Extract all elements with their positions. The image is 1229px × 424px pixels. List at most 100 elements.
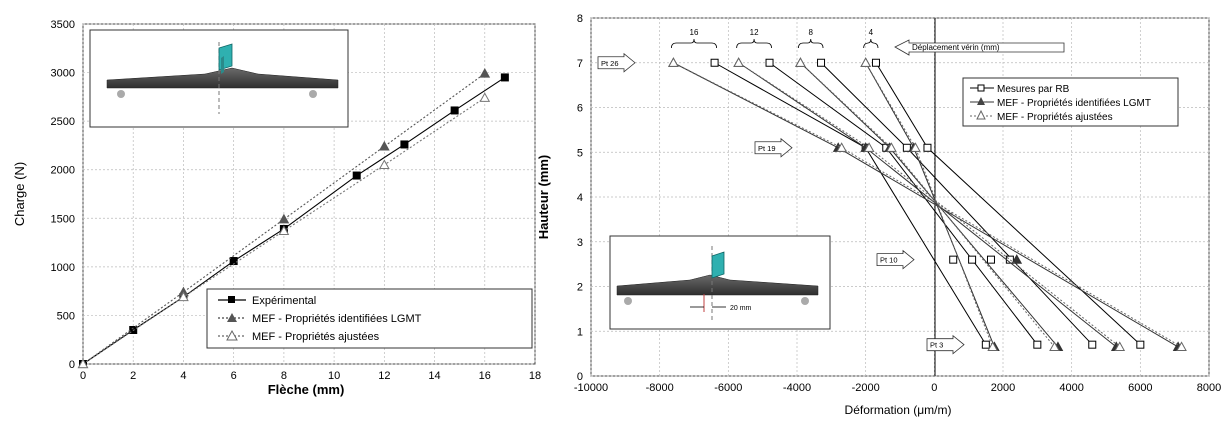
left-y-tick-label: 3500 xyxy=(51,19,75,31)
left-y-tick-label: 2500 xyxy=(51,116,75,128)
left-series-line-1 xyxy=(82,73,486,365)
left-x-tick-label: 16 xyxy=(479,370,491,382)
displacement-brace xyxy=(671,38,717,49)
position-callout-label: Pt 10 xyxy=(880,256,898,265)
right-y-axis-label: Hauteur (mm) xyxy=(536,155,551,240)
left-x-tick-label: 14 xyxy=(428,370,440,382)
right-y-tick-label: 3 xyxy=(577,237,583,249)
left-x-tick-label: 12 xyxy=(378,370,390,382)
right-series-0-extra-point xyxy=(968,255,977,264)
right-y-tick-label: 8 xyxy=(577,13,583,25)
right-legend: Mesures par RB MEF - Propriétés identifi… xyxy=(962,77,1179,127)
left-series-0-point xyxy=(352,171,361,180)
left-series-1-point xyxy=(278,213,290,224)
right-series-0-point xyxy=(817,58,826,67)
inset-distance-label: 20 mm xyxy=(730,305,752,312)
left-x-tick-label: 18 xyxy=(529,370,541,382)
left-series-0-point xyxy=(500,73,509,82)
left-y-tick-label: 500 xyxy=(57,310,75,322)
right-legend-filled-triangle-marker xyxy=(977,97,985,105)
right-plate-icon xyxy=(616,274,819,296)
displacement-value: 16 xyxy=(690,28,699,37)
displacement-value: 8 xyxy=(809,28,814,37)
displacement-callout: Déplacement vérin (mm) xyxy=(894,39,1065,56)
right-series-0-point xyxy=(710,58,719,67)
right-series-1-extra-point xyxy=(1011,254,1023,264)
right-x-tick-label: 4000 xyxy=(1059,382,1083,394)
left-legend-label-2: MEF - Propriétés identifiées LGMT xyxy=(252,313,422,325)
left-series-1-point xyxy=(479,68,491,78)
right-series-0-point xyxy=(902,143,911,152)
left-x-tick-label: 2 xyxy=(130,370,136,382)
left-x-tick-label: 0 xyxy=(80,370,86,382)
right-series-2-point xyxy=(860,57,872,67)
right-x-tick-label: -10000 xyxy=(574,382,608,394)
actuator-icon xyxy=(218,43,233,71)
right-y-tick-label: 7 xyxy=(577,58,583,70)
left-x-axis-label: Flèche (mm) xyxy=(268,382,345,397)
right-x-tick-label: 2000 xyxy=(991,382,1015,394)
right-y-tick-label: 2 xyxy=(577,282,583,294)
right-y-tick-label: 4 xyxy=(577,192,583,204)
position-callout-label: Pt 19 xyxy=(758,144,776,153)
right-series-group xyxy=(668,57,1187,352)
right-y-tick-labels: 0 1 2 3 4 5 6 7 8 xyxy=(577,13,583,383)
right-legend-label-1: Mesures par RB xyxy=(997,84,1070,95)
left-series-2-point xyxy=(378,159,390,169)
legend-open-triangle-marker xyxy=(226,329,238,341)
left-series-2-point xyxy=(278,225,290,236)
displacement-brace xyxy=(736,38,772,49)
right-x-tick-label: -4000 xyxy=(783,382,811,394)
left-support-icon xyxy=(117,90,125,98)
left-x-tick-label: 6 xyxy=(231,370,237,382)
left-inset-diagram xyxy=(89,29,349,128)
left-series-0-point xyxy=(450,106,459,115)
right-series-2-point xyxy=(1114,341,1126,352)
right-x-tick-labels: -10000 -8000 -6000 -4000 -2000 0 2000 4000 6000 8… xyxy=(574,382,1221,394)
position-callout-label: Pt 3 xyxy=(930,341,943,350)
legend-open-square-marker xyxy=(977,84,985,92)
right-legend-label-2: MEF - Propriétés identifiées LGMT xyxy=(997,98,1151,109)
right-inset-diagram: 20 mm xyxy=(609,235,831,330)
displacement-value: 4 xyxy=(869,28,874,37)
right-y-tick-label: 0 xyxy=(577,371,583,383)
right-x-tick-label: -2000 xyxy=(852,382,880,394)
right-series-2-point xyxy=(733,57,744,67)
right-series-2-point xyxy=(987,341,999,352)
position-callout-shape xyxy=(876,249,915,270)
position-callouts: Pt 26 Pt 19 Pt 10 Pt 3 xyxy=(597,52,965,355)
left-y-tick-label: 1500 xyxy=(51,213,75,225)
left-y-tick-labels: 0 500 1000 1500 2000 2500 3000 3500 xyxy=(51,19,75,371)
left-legend-label-1: Expérimental xyxy=(252,295,316,307)
load-deflection-chart: 0 2 4 6 8 10 12 14 16 18 0 500 1000 1500 2000 2500 3000… xyxy=(12,19,541,397)
right-series-2-point xyxy=(1049,341,1060,352)
right-x-tick-label: 6000 xyxy=(1128,382,1152,394)
position-callout-shape xyxy=(926,334,965,355)
left-x-tick-labels: 0 2 4 6 8 10 12 14 16 18 xyxy=(80,370,541,382)
right-legend-open-triangle-marker xyxy=(976,109,986,120)
right-series-0-point xyxy=(981,340,990,349)
right-series-2-point xyxy=(910,142,921,152)
left-series-0-point xyxy=(400,140,409,149)
left-series-group xyxy=(77,68,509,369)
right-series-2-point xyxy=(836,142,847,152)
legend-square-marker xyxy=(228,296,235,303)
right-series-0-point xyxy=(1136,340,1145,349)
left-y-tick-label: 3000 xyxy=(51,68,75,80)
left-x-tick-label: 10 xyxy=(328,370,340,382)
left-series-1-point xyxy=(378,140,390,151)
right-actuator-icon xyxy=(711,251,725,279)
right-series-0-point xyxy=(1033,340,1042,349)
left-series-2-point xyxy=(178,291,189,302)
right-series-2-line-3 xyxy=(865,62,994,348)
right-x-axis-label: Déformation (μm/m) xyxy=(845,403,952,417)
right-legend-label-3: MEF - Propriétés ajustées xyxy=(997,112,1113,123)
right-series-2-point xyxy=(668,57,679,67)
right-grid xyxy=(590,17,1210,377)
left-legend: Expérimental MEF - Propriétés identifiée… xyxy=(206,288,533,349)
right-series-0-extra-point xyxy=(949,255,958,264)
left-x-tick-label: 4 xyxy=(180,370,186,382)
position-callout-label: Pt 26 xyxy=(601,59,619,68)
